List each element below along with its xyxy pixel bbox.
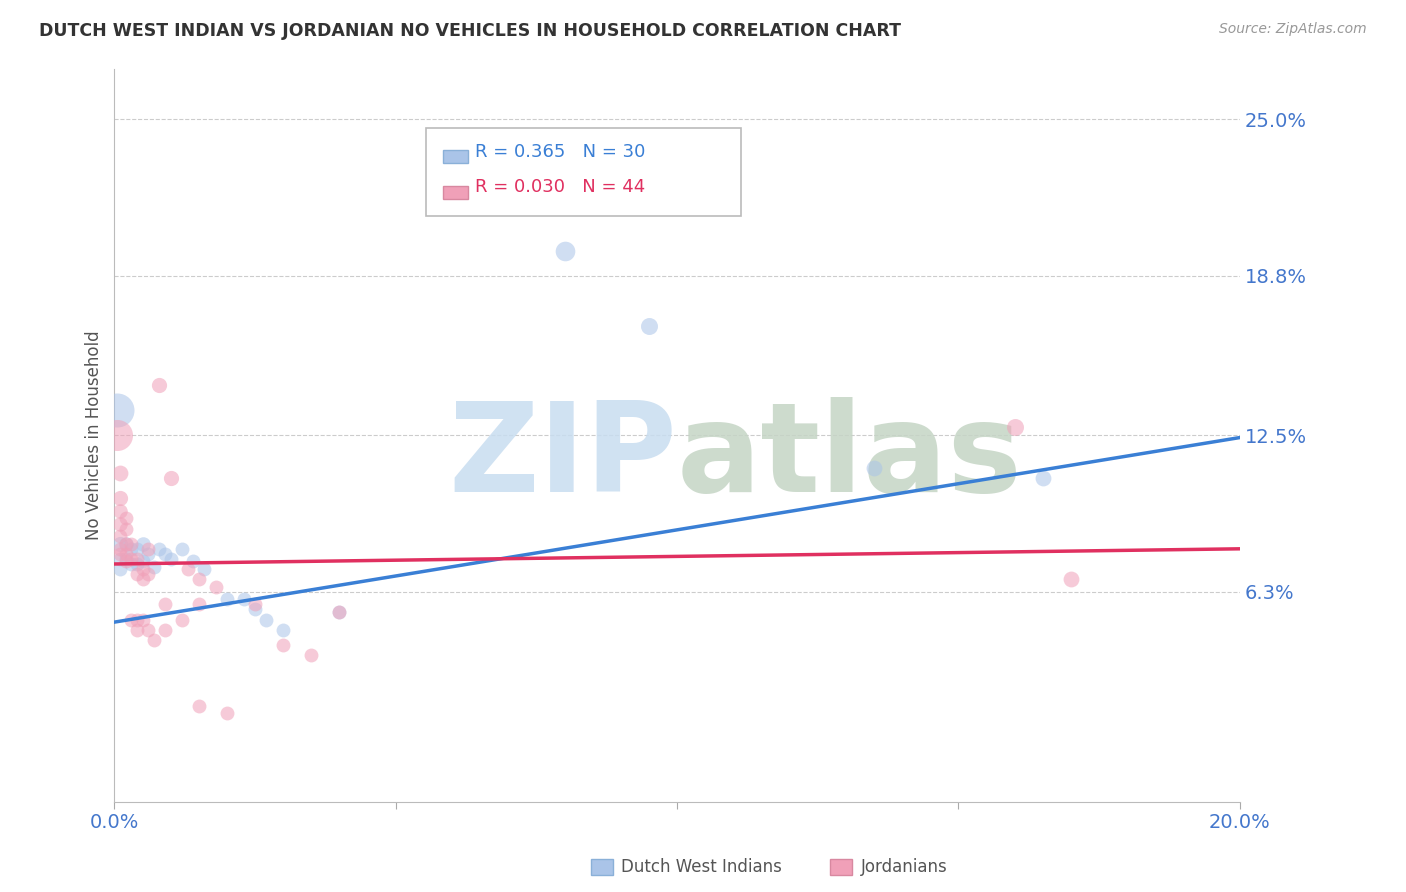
Text: ZIP: ZIP <box>449 397 678 517</box>
Point <box>108 504 131 518</box>
Point <box>131 572 153 586</box>
Point <box>136 567 159 582</box>
Point <box>232 592 254 607</box>
Point <box>108 547 131 561</box>
Point <box>105 402 128 417</box>
Point <box>114 537 136 551</box>
Point <box>159 471 181 485</box>
Point <box>114 537 136 551</box>
Point <box>108 516 131 531</box>
Point <box>187 572 209 586</box>
Point <box>125 552 148 566</box>
Point <box>243 598 266 612</box>
Point <box>187 598 209 612</box>
Point <box>271 638 294 652</box>
Point <box>187 698 209 713</box>
Point <box>108 541 131 556</box>
Point <box>271 623 294 637</box>
Point <box>120 557 142 571</box>
Point <box>328 605 350 619</box>
Point <box>148 541 170 556</box>
Point <box>114 554 136 568</box>
Point <box>153 598 176 612</box>
Point <box>153 547 176 561</box>
Text: Dutch West Indians: Dutch West Indians <box>621 858 782 876</box>
Point <box>108 466 131 480</box>
Point <box>136 547 159 561</box>
Point <box>125 613 148 627</box>
Point <box>1060 572 1083 586</box>
Point <box>254 613 277 627</box>
Point <box>136 541 159 556</box>
Point <box>114 511 136 525</box>
Point <box>131 537 153 551</box>
Point <box>215 592 238 607</box>
Point <box>125 557 148 571</box>
Point <box>108 529 131 543</box>
Point <box>131 613 153 627</box>
Point <box>553 244 575 258</box>
Point <box>299 648 322 662</box>
Point <box>131 562 153 576</box>
Text: R = 0.030   N = 44: R = 0.030 N = 44 <box>475 178 645 196</box>
Text: DUTCH WEST INDIAN VS JORDANIAN NO VEHICLES IN HOUSEHOLD CORRELATION CHART: DUTCH WEST INDIAN VS JORDANIAN NO VEHICL… <box>39 22 901 40</box>
Point <box>215 706 238 720</box>
Text: atlas: atlas <box>678 397 1022 517</box>
Point <box>193 562 215 576</box>
Point <box>108 491 131 506</box>
Point <box>125 623 148 637</box>
Point <box>114 552 136 566</box>
Point <box>638 319 661 334</box>
Point <box>159 552 181 566</box>
Point <box>181 554 204 568</box>
Point <box>328 605 350 619</box>
Point <box>105 428 128 442</box>
Point <box>170 541 193 556</box>
Text: Source: ZipAtlas.com: Source: ZipAtlas.com <box>1219 22 1367 37</box>
Point <box>120 552 142 566</box>
Point <box>142 559 165 574</box>
Point <box>131 554 153 568</box>
Point <box>114 522 136 536</box>
Point <box>120 541 142 556</box>
Point <box>120 537 142 551</box>
Point <box>108 537 131 551</box>
Text: R = 0.365   N = 30: R = 0.365 N = 30 <box>475 143 645 161</box>
Y-axis label: No Vehicles in Household: No Vehicles in Household <box>86 330 103 540</box>
Point <box>153 623 176 637</box>
Point <box>204 580 226 594</box>
Point <box>136 623 159 637</box>
Point <box>1032 471 1054 485</box>
Point <box>1004 420 1026 434</box>
Point <box>125 541 148 556</box>
Point <box>170 613 193 627</box>
Point <box>108 552 131 566</box>
Point <box>142 632 165 647</box>
Point <box>176 562 198 576</box>
Text: Jordanians: Jordanians <box>860 858 948 876</box>
Point <box>120 613 142 627</box>
Point <box>108 562 131 576</box>
Point <box>125 567 148 582</box>
Point <box>243 602 266 616</box>
Point <box>863 461 886 475</box>
Point <box>114 547 136 561</box>
Point <box>148 377 170 392</box>
